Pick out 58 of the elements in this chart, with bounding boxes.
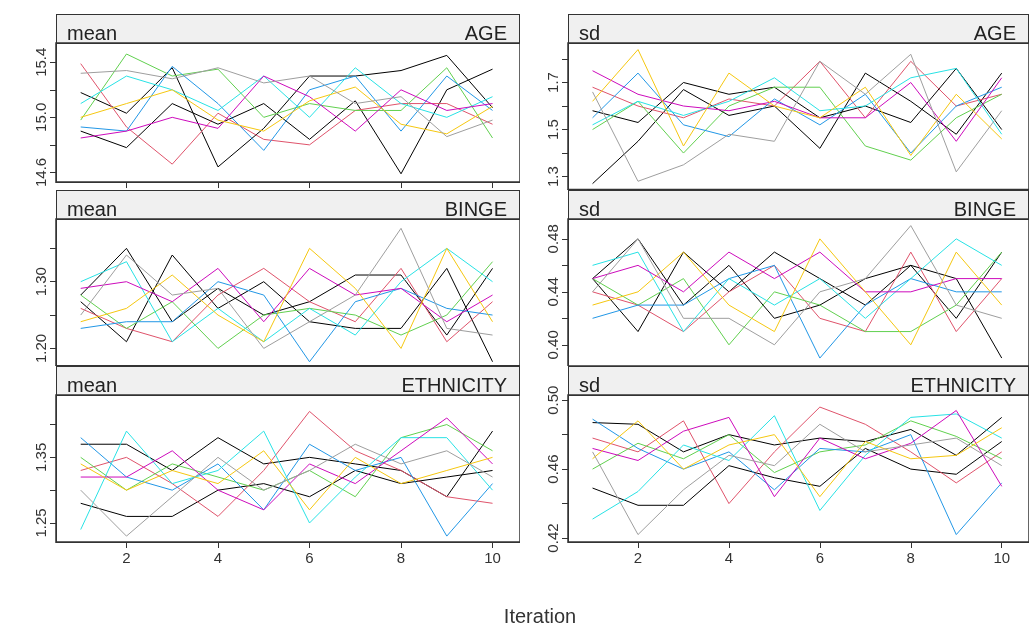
y-tick-label: 1.35 xyxy=(32,442,49,472)
x-tick-label: 6 xyxy=(815,549,825,566)
line-series xyxy=(592,86,1003,161)
line-series xyxy=(80,65,494,151)
y-tick-label: 0.50 xyxy=(544,385,561,415)
chart-subtitle: AGE xyxy=(464,22,508,44)
x-tick-label: 8 xyxy=(906,549,915,566)
line-series xyxy=(80,67,494,118)
line-series xyxy=(592,72,1003,154)
x-axis-title: Iteration xyxy=(503,605,577,628)
chart-title: mean xyxy=(67,374,118,396)
y-tick-label: 1.25 xyxy=(32,508,49,538)
y-tick-label: 1.3 xyxy=(544,166,561,187)
line-series xyxy=(80,86,494,135)
chart-subtitle: AGE xyxy=(973,22,1017,44)
y-tick-label: 1.5 xyxy=(544,119,561,140)
x-tick-label: 4 xyxy=(724,549,734,566)
y-tick-label: 0.44 xyxy=(544,277,561,307)
y-tick-label: 15.0 xyxy=(32,102,49,132)
chart-title: sd xyxy=(579,374,601,396)
line-series xyxy=(592,413,1003,520)
line-series xyxy=(80,227,494,349)
x-tick-label: 2 xyxy=(122,549,131,566)
chart-title: sd xyxy=(579,22,601,44)
y-tick-label: 0.48 xyxy=(544,224,561,254)
chart-subtitle: BINGE xyxy=(444,198,508,220)
line-series xyxy=(80,53,494,139)
y-tick-label: 0.40 xyxy=(544,330,561,360)
line-series xyxy=(592,60,1003,119)
line-series xyxy=(592,49,1003,156)
y-tick-label: 14.6 xyxy=(32,157,49,187)
x-tick-label: 8 xyxy=(396,549,406,566)
x-tick-label: 10 xyxy=(993,549,1011,566)
chart-subtitle: BINGE xyxy=(953,198,1017,220)
x-tick-label: 2 xyxy=(633,549,643,566)
y-tick-label: 1.30 xyxy=(32,267,49,297)
y-tick-label: 1.20 xyxy=(32,333,49,363)
y-tick-label: 1.7 xyxy=(544,72,561,93)
y-tick-label: 0.42 xyxy=(544,523,561,553)
line-series xyxy=(80,450,494,511)
line-series xyxy=(80,267,494,323)
chart-subtitle: ETHNICITY xyxy=(401,374,508,396)
y-tick-label: 15.4 xyxy=(32,47,49,77)
y-tick-label: 0.46 xyxy=(544,454,561,484)
chart-subtitle: ETHNICITY xyxy=(910,374,1017,396)
line-series xyxy=(592,420,1003,474)
line-series xyxy=(592,441,1003,506)
line-series xyxy=(592,53,1003,182)
x-tick-label: 10 xyxy=(484,549,501,566)
line-series xyxy=(80,281,494,363)
x-tick-label: 4 xyxy=(213,549,223,566)
chart-title: mean xyxy=(67,22,118,44)
chart-title: mean xyxy=(67,198,118,220)
chart-title: sd xyxy=(579,198,601,220)
line-series xyxy=(592,416,1003,456)
x-tick-label: 6 xyxy=(305,549,314,566)
line-series xyxy=(592,72,1003,185)
line-series xyxy=(592,251,1003,293)
